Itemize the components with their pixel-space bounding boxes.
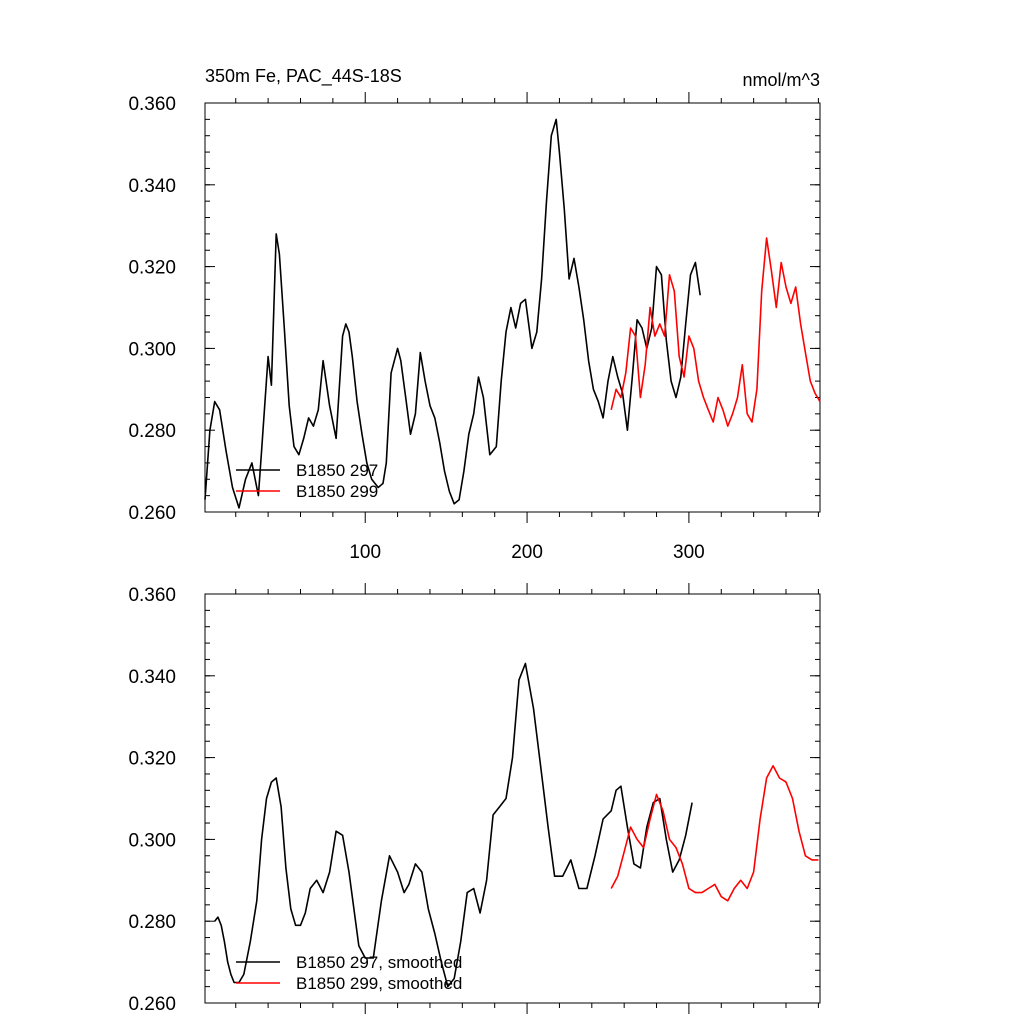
y-tick-label: 0.360: [128, 94, 176, 115]
legend-label-b1850-297-smoothed: B1850 297, smoothed: [296, 953, 462, 972]
plot-frame: [204, 102, 821, 513]
series-line-b1850-299: [610, 237, 821, 427]
top-chart-panel: 350m Fe, PAC_44S-18S nmol/m^3 0.260 0.280…: [128, 66, 821, 563]
y-tick-label: 0.320: [128, 749, 176, 770]
top-chart-title-right: nmol/m^3: [743, 70, 820, 90]
y-tick-label: 0.340: [128, 176, 176, 197]
series-line-b1850-299-smoothed: [610, 764, 819, 902]
top-plot-area: 0.260 0.280 0.300 0.320 0.340 0.360 100 200 300: [128, 92, 821, 563]
y-tick-label: 0.260: [128, 994, 176, 1015]
y-tick-label: 0.260: [128, 503, 176, 524]
bottom-chart-panel: 0.260 0.280 0.300 0.320 0.340 0.360 B1850 297…: [128, 583, 821, 1015]
legend-label-b1850-299-smoothed: B1850 299, smoothed: [296, 974, 462, 993]
y-tick-label: 0.340: [128, 667, 176, 688]
x-tick-label: 100: [349, 542, 381, 563]
y-tick-label: 0.280: [128, 912, 176, 933]
series-line-b1850-297-smoothed: [214, 662, 693, 988]
bottom-plot-area: 0.260 0.280 0.300 0.320 0.340 0.360: [128, 583, 821, 1015]
plot-frame: [204, 593, 821, 1004]
series-line-b1850-297: [204, 118, 701, 509]
y-tick-label: 0.320: [128, 258, 176, 279]
legend-label-b1850-297: B1850 297: [296, 461, 378, 480]
x-tick-label: 300: [673, 542, 705, 563]
y-tick-label: 0.360: [128, 585, 176, 606]
y-tick-label: 0.300: [128, 830, 176, 851]
y-tick-label: 0.280: [128, 421, 176, 442]
bottom-chart-legend: B1850 297, smoothed B1850 299, smoothed: [236, 953, 462, 993]
top-chart-legend: B1850 297 B1850 299: [236, 461, 378, 501]
y-tick-label: 0.300: [128, 339, 176, 360]
legend-label-b1850-299: B1850 299: [296, 482, 378, 501]
top-chart-title-left: 350m Fe, PAC_44S-18S: [205, 66, 402, 87]
x-tick-label: 200: [511, 542, 543, 563]
